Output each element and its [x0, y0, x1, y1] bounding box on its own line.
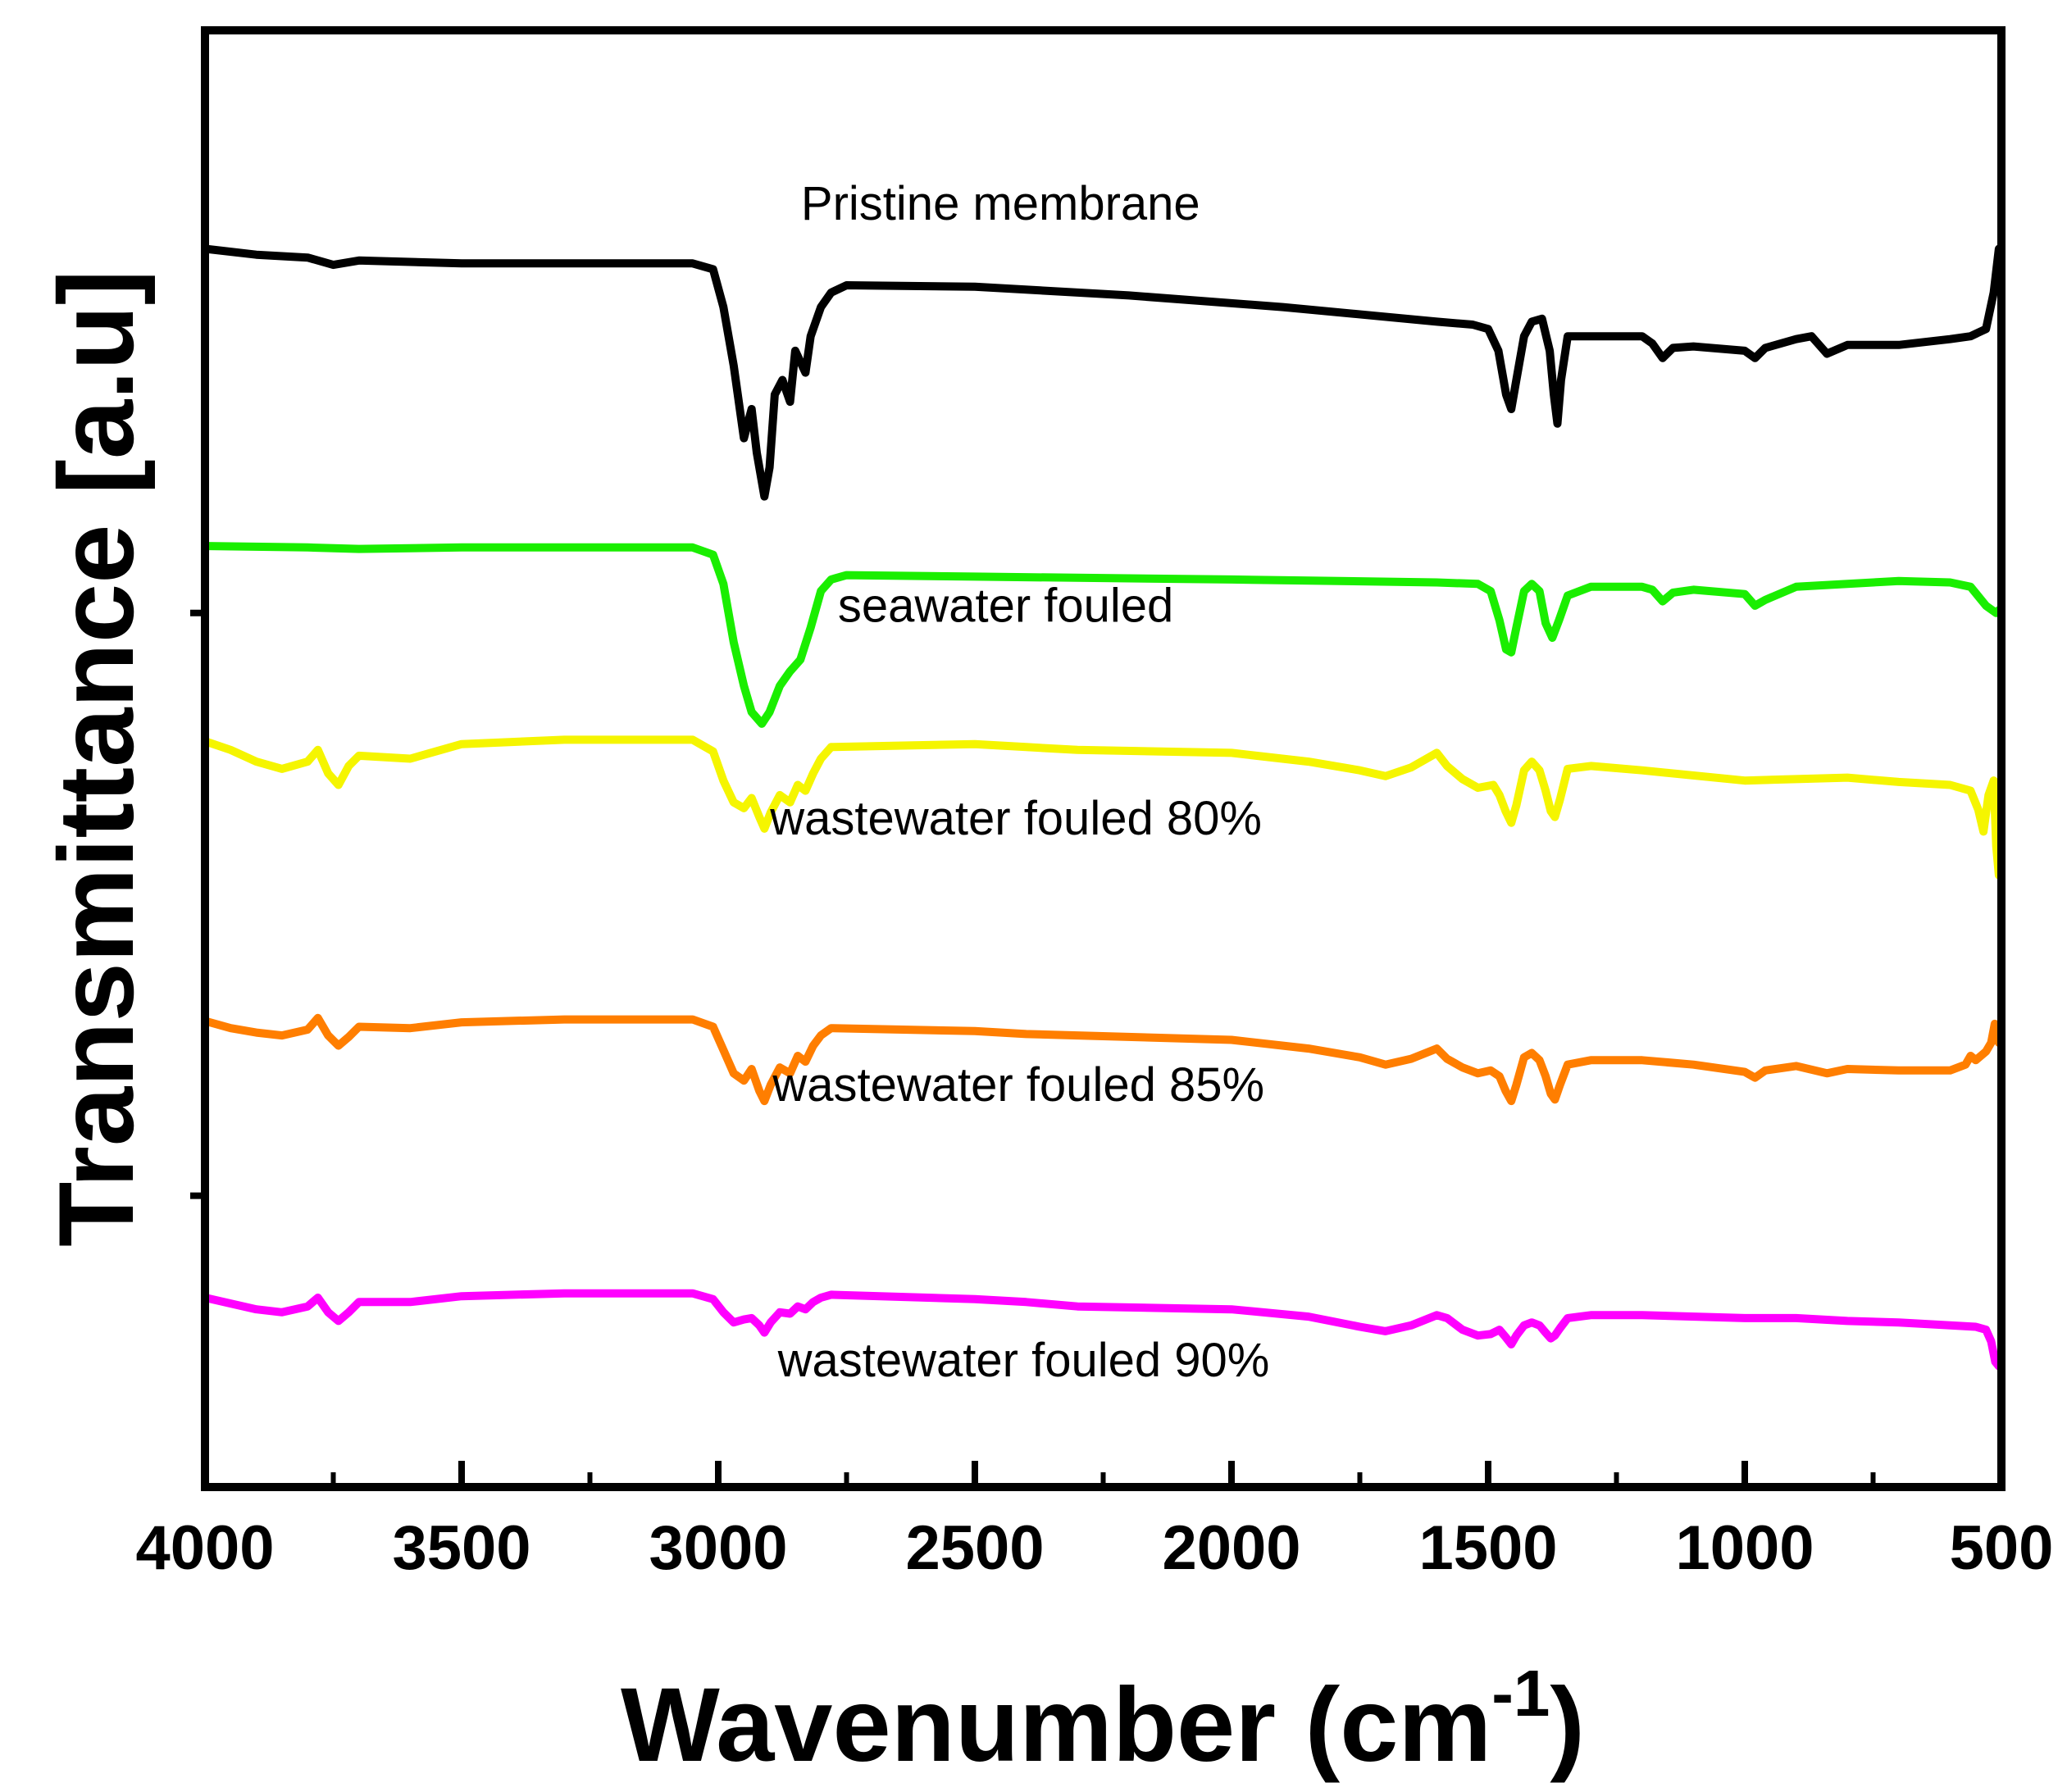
- series-line-wastewater-fouled-85: [201, 1013, 2003, 1106]
- x-tick-label: 1500: [1418, 1513, 1557, 1583]
- x-tick-label: 1000: [1675, 1513, 1814, 1583]
- plot-frame: [201, 26, 2006, 1491]
- series-line-pristine-membrane: [201, 244, 2003, 501]
- series-label-wastewater-fouled-85: wastewater fouled 85%: [772, 1058, 1264, 1112]
- series-line-wastewater-fouled-90: [201, 1289, 2003, 1371]
- x-tick-label: 2000: [1162, 1513, 1300, 1583]
- x-tick-label: 4000: [135, 1513, 274, 1583]
- series-line-wastewater-fouled-80: [201, 735, 2003, 880]
- x-tick-label: 500: [1950, 1513, 2054, 1583]
- series-label-pristine-membrane: Pristine membrane: [801, 177, 1200, 230]
- x-tick-label: 3000: [649, 1513, 787, 1583]
- x-tick-label: 3500: [392, 1513, 530, 1583]
- series-line-seawater-fouled: [201, 542, 2003, 728]
- series-label-seawater-fouled: seawater fouled: [838, 579, 1173, 632]
- x-axis-title-text: Wavenumber (cm: [621, 1667, 1491, 1784]
- x-axis-title-close: ): [1550, 1667, 1585, 1784]
- series-label-wastewater-fouled-90: wastewater fouled 90%: [777, 1334, 1270, 1387]
- series-label-layer: Pristine membrane seawater fouled wastewat…: [769, 177, 1269, 1387]
- x-axis-title: Wavenumber (cm-1): [621, 1657, 1585, 1784]
- series-layer: [201, 244, 2003, 1371]
- y-axis-title: Transmittance [a.u]: [36, 270, 156, 1247]
- series-label-wastewater-fouled-80: wastewater fouled 80%: [769, 792, 1262, 845]
- x-tick-label: 2500: [905, 1513, 1044, 1583]
- x-axis-title-superscript: -1: [1491, 1657, 1550, 1730]
- tick-layer: 4000 3500 3000 2500 2000 1500 1000 500: [135, 609, 2054, 1583]
